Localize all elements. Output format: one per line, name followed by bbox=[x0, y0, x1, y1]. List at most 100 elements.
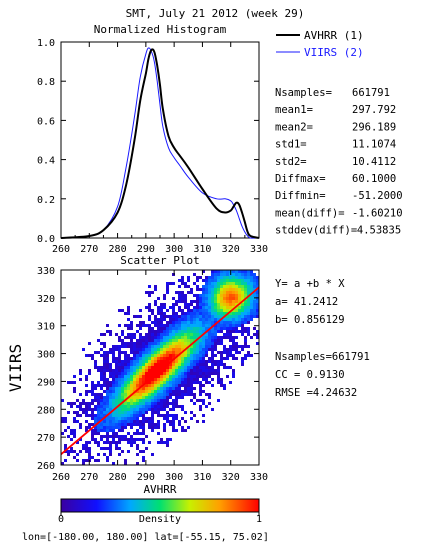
density-cell bbox=[88, 414, 91, 417]
density-cell bbox=[169, 396, 172, 399]
density-cell bbox=[223, 306, 226, 309]
density-cell bbox=[109, 369, 112, 372]
density-cell bbox=[148, 420, 151, 423]
density-cell bbox=[136, 390, 139, 393]
density-cell bbox=[187, 360, 190, 363]
density-cell bbox=[202, 354, 205, 357]
density-cell bbox=[127, 324, 130, 327]
density-cell bbox=[142, 411, 145, 414]
density-cell bbox=[151, 336, 154, 339]
stat-value: -51.2000 bbox=[352, 190, 403, 202]
density-cell bbox=[73, 450, 76, 453]
density-cell bbox=[106, 408, 109, 411]
density-cell bbox=[199, 357, 202, 360]
density-cell bbox=[247, 303, 250, 306]
density-cell bbox=[166, 354, 169, 357]
density-cell bbox=[91, 423, 94, 426]
density-cell bbox=[166, 315, 169, 318]
density-cell bbox=[253, 306, 256, 309]
density-cell bbox=[112, 435, 115, 438]
density-cell bbox=[232, 375, 235, 378]
density-cell bbox=[217, 306, 220, 309]
density-cell bbox=[235, 321, 238, 324]
density-cell bbox=[232, 321, 235, 324]
density-cell bbox=[217, 270, 220, 273]
density-cell bbox=[91, 417, 94, 420]
density-cell bbox=[118, 402, 121, 405]
density-cell bbox=[136, 453, 139, 456]
density-cell bbox=[229, 336, 232, 339]
density-cell bbox=[247, 291, 250, 294]
density-cell bbox=[184, 429, 187, 432]
density-cell bbox=[205, 354, 208, 357]
density-cell bbox=[163, 345, 166, 348]
density-cell bbox=[109, 399, 112, 402]
density-cell bbox=[85, 402, 88, 405]
density-cell bbox=[229, 297, 232, 300]
density-cell bbox=[70, 429, 73, 432]
density-cell bbox=[73, 375, 76, 378]
density-cell bbox=[184, 381, 187, 384]
density-cell bbox=[175, 318, 178, 321]
density-cell bbox=[124, 369, 127, 372]
density-cell bbox=[199, 333, 202, 336]
density-cell bbox=[187, 291, 190, 294]
density-cell bbox=[115, 435, 118, 438]
density-cell bbox=[202, 279, 205, 282]
density-cell bbox=[142, 363, 145, 366]
density-cell bbox=[241, 288, 244, 291]
density-cell bbox=[106, 459, 109, 462]
density-cell bbox=[184, 312, 187, 315]
density-cell bbox=[223, 294, 226, 297]
density-cell bbox=[208, 396, 211, 399]
density-cell bbox=[109, 453, 112, 456]
density-cell bbox=[220, 330, 223, 333]
density-cell bbox=[166, 327, 169, 330]
density-cell bbox=[127, 408, 130, 411]
density-cell bbox=[88, 390, 91, 393]
density-cell bbox=[157, 351, 160, 354]
density-cell bbox=[115, 390, 118, 393]
density-cell bbox=[220, 381, 223, 384]
density-cell bbox=[115, 384, 118, 387]
density-cell bbox=[187, 312, 190, 315]
density-cell bbox=[235, 300, 238, 303]
density-cell bbox=[136, 372, 139, 375]
density-cell bbox=[166, 366, 169, 369]
density-cell bbox=[199, 348, 202, 351]
density-cell bbox=[172, 375, 175, 378]
density-cell bbox=[175, 303, 178, 306]
density-cell bbox=[211, 345, 214, 348]
density-cell bbox=[232, 327, 235, 330]
density-cell bbox=[142, 366, 145, 369]
density-cell bbox=[187, 318, 190, 321]
density-cell bbox=[127, 336, 130, 339]
density-cell bbox=[100, 399, 103, 402]
density-cell bbox=[193, 345, 196, 348]
density-cell bbox=[169, 336, 172, 339]
density-cell bbox=[139, 336, 142, 339]
density-cell bbox=[142, 438, 145, 441]
density-cell bbox=[175, 324, 178, 327]
density-cell bbox=[175, 357, 178, 360]
density-cell bbox=[217, 309, 220, 312]
density-cell bbox=[223, 366, 226, 369]
density-cell bbox=[163, 363, 166, 366]
density-cell bbox=[157, 387, 160, 390]
density-cell bbox=[136, 375, 139, 378]
density-cell bbox=[157, 420, 160, 423]
density-cell bbox=[94, 405, 97, 408]
density-cell bbox=[205, 291, 208, 294]
density-cell bbox=[124, 354, 127, 357]
density-cell bbox=[232, 357, 235, 360]
density-cell bbox=[178, 291, 181, 294]
density-cell bbox=[151, 420, 154, 423]
density-cell bbox=[145, 351, 148, 354]
density-cell bbox=[181, 330, 184, 333]
density-cell bbox=[190, 417, 193, 420]
density-cell bbox=[139, 345, 142, 348]
density-cell bbox=[181, 342, 184, 345]
density-cell bbox=[73, 387, 76, 390]
density-cell bbox=[232, 342, 235, 345]
